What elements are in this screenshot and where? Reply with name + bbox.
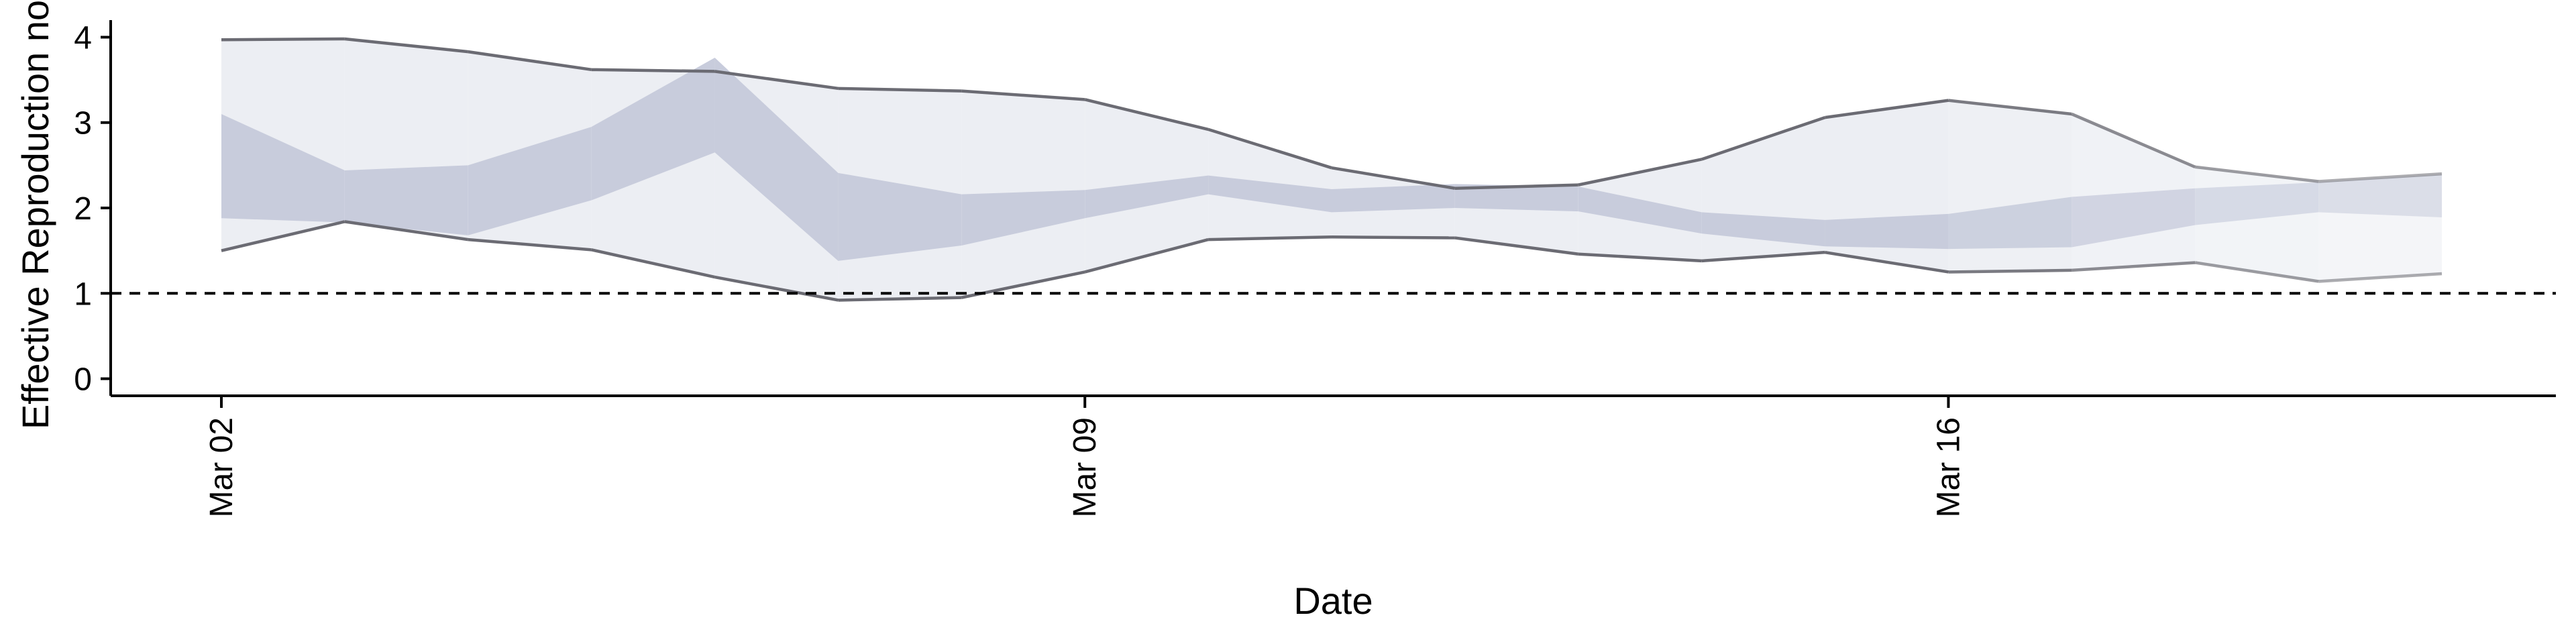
upper-bound-line-segment: [1578, 158, 1703, 186]
upper-bound-line-segment: [714, 70, 839, 91]
inner-band-segment: [1208, 175, 1332, 213]
upper-bound-line-segment: [2071, 112, 2196, 168]
upper-bound-line-segment: [1331, 166, 1456, 190]
upper-bound-line-segment: [591, 68, 715, 73]
bound-lines-layer: [221, 37, 2443, 302]
inner-band-segment: [344, 165, 468, 235]
lower-bound-line-segment: [838, 296, 962, 302]
inner-band-segment: [1085, 175, 1209, 219]
upper-bound-line-segment: [961, 89, 1085, 101]
upper-bound-line-segment: [2194, 165, 2319, 183]
lower-bound-line-segment: [591, 248, 716, 279]
x-axis-ticks: Mar 02 Mar 09 Mar 16: [204, 396, 1966, 517]
inner-band-segment: [2318, 174, 2442, 217]
lower-bound-line-segment: [1454, 236, 1579, 256]
upper-bound-line-segment: [1454, 183, 1578, 190]
inner-band-segment: [1332, 184, 1455, 213]
upper-bound-line-segment: [468, 50, 592, 72]
upper-bound-line-segment: [1208, 127, 1332, 170]
inner-band-segment: [714, 58, 839, 261]
y-axis-ticks: 0 1 2 3 4: [74, 20, 111, 398]
x-axis-label: Date: [1293, 580, 1373, 622]
y-tick-label: 0: [74, 362, 92, 398]
x-tick-label: Mar 02: [204, 417, 239, 517]
upper-bound-line-segment: [344, 37, 469, 54]
inner-band-segment: [2072, 188, 2196, 248]
inner-band-segment: [2195, 182, 2319, 225]
upper-bound-line-segment: [1948, 99, 2072, 116]
y-tick-label: 2: [74, 191, 92, 227]
upper-bound-line-segment: [838, 87, 962, 93]
inner-band-segment: [1454, 184, 1578, 212]
lower-bound-line-segment: [1084, 237, 1209, 274]
inner-band-segment: [221, 114, 345, 223]
lower-bound-line-segment: [714, 275, 839, 302]
upper-bound-line-segment: [1084, 98, 1209, 131]
lower-bound-line-segment: [1701, 250, 1825, 263]
lower-bound-line-segment: [1825, 250, 1949, 274]
lower-bound-line-segment: [221, 220, 345, 252]
upper-bound-line-segment: [1825, 99, 1949, 119]
inner-band-segment: [1701, 212, 1825, 247]
y-tick-label: 4: [74, 20, 92, 56]
inner-band-segment: [961, 190, 1085, 246]
lower-bound-line-segment: [2072, 261, 2196, 272]
inner-band-segment: [1948, 197, 2072, 250]
bands-layer: [221, 39, 2442, 301]
y-tick-label: 3: [74, 106, 92, 142]
x-tick-label: Mar 09: [1067, 417, 1103, 517]
upper-bound-line-segment: [1701, 115, 1826, 161]
lower-bound-line-segment: [1208, 235, 1332, 241]
inner-band-segment: [591, 58, 715, 201]
lower-bound-line-segment: [344, 220, 469, 241]
inner-band-segment: [838, 172, 962, 261]
upper-bound-line-segment: [2318, 172, 2443, 183]
x-tick-label: Mar 16: [1931, 417, 1966, 517]
lower-bound-line-segment: [2318, 272, 2443, 283]
lower-bound-line-segment: [468, 237, 592, 252]
inner-band-segment: [1578, 186, 1702, 234]
inner-band-segment: [468, 127, 592, 235]
upper-bound-line-segment: [221, 37, 345, 42]
y-axis-label: Effective Reproduction no: [14, 0, 56, 429]
inner-band-segment: [1825, 213, 1949, 250]
lower-bound-line-segment: [2194, 261, 2319, 283]
y-tick-label: 1: [74, 276, 92, 312]
lower-bound-line-segment: [1578, 252, 1702, 263]
lower-bound-line-segment: [1948, 268, 2072, 274]
